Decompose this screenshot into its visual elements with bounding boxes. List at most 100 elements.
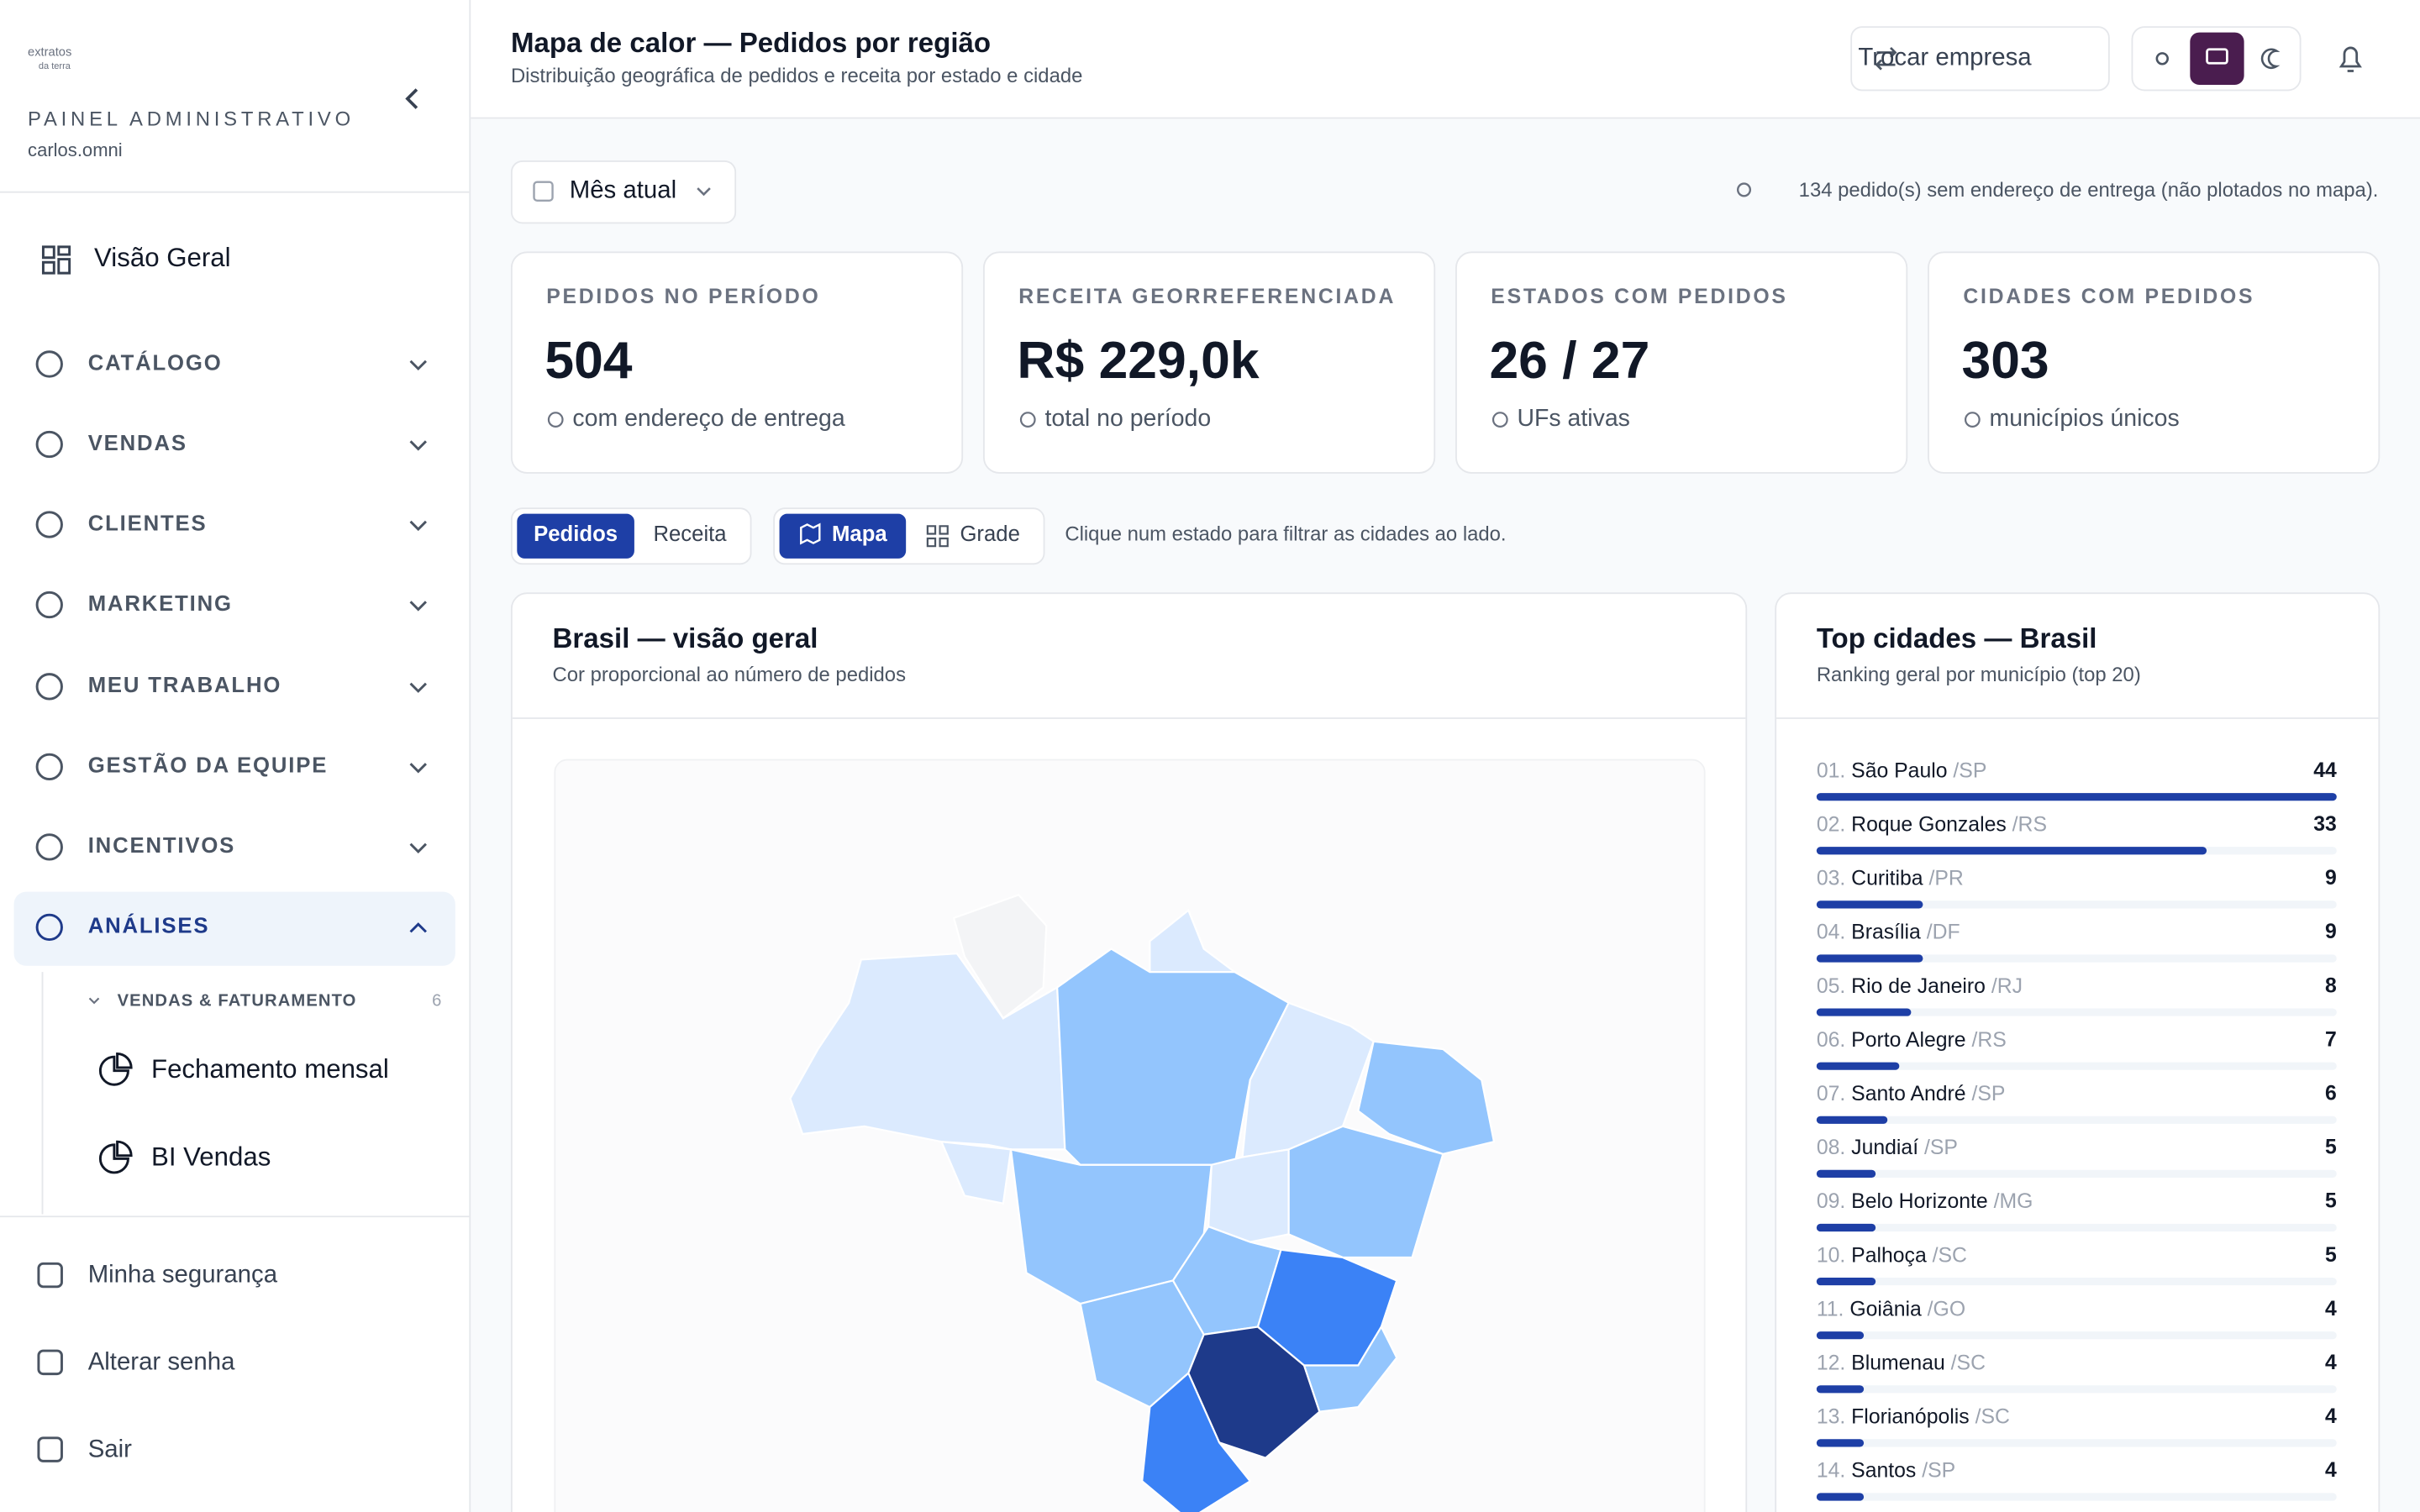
state-ac-ro[interactable] (939, 1140, 1013, 1205)
city-name: Palhoça (1851, 1244, 1927, 1267)
nav-icon (35, 430, 63, 459)
city-bar (1816, 1385, 1865, 1394)
nav-item[interactable]: MEU TRABALHO (88, 674, 282, 697)
switch-company-button[interactable] (1850, 26, 2110, 92)
collapse-button[interactable] (405, 88, 418, 109)
kpi-value: R$ 229,0k (1017, 331, 1259, 390)
footer-nav-item[interactable]: Minha segurança (88, 1261, 278, 1289)
toggle-option[interactable]: Grade (960, 522, 1019, 546)
rank: 01. (1817, 759, 1845, 782)
map-title: Brasil — visão geral (553, 623, 818, 654)
state-ne[interactable] (1357, 1040, 1496, 1156)
missing-address-note: 134 pedido(s) sem endereço de entrega (n… (1799, 179, 2379, 202)
uf: /SC (1975, 1405, 2010, 1428)
city-bar (1816, 1493, 1865, 1501)
nav-item[interactable]: MARKETING (88, 592, 233, 616)
nav-home[interactable]: Visão Geral (94, 243, 231, 272)
uf: /SP (1971, 1083, 2005, 1105)
city-row: 08. Jundiaí /SP (1817, 1137, 1958, 1159)
period-label: Mês atual (570, 176, 676, 204)
icon (533, 181, 554, 202)
toggle-option[interactable]: Receita (653, 522, 727, 546)
bar-track (1816, 1331, 2337, 1340)
city-value: 4 (2325, 1298, 2337, 1320)
rank: 06. (1817, 1028, 1845, 1051)
city-row: 06. Porto Alegre /RS (1817, 1028, 2007, 1051)
chevron (409, 440, 427, 451)
icon (2206, 48, 2228, 65)
icon (41, 245, 71, 275)
city-name: Goiânia (1849, 1298, 1922, 1320)
city-value: 5 (2325, 1137, 2337, 1159)
chevron (409, 601, 427, 612)
nav-item[interactable]: ANÁLISES (88, 914, 210, 938)
bar-track (1816, 1008, 2337, 1016)
footer-nav-item[interactable]: Alterar senha (88, 1348, 235, 1376)
brand: PAINEL ADMINISTRATIVO (28, 108, 355, 131)
cities-subtitle: Ranking geral por município (top 20) (1817, 664, 2141, 686)
city-name: Santos (1851, 1459, 1916, 1482)
city-name: Santo André (1851, 1083, 1965, 1105)
city-row: 09. Belo Horizonte /MG (1817, 1190, 2033, 1213)
light-theme[interactable] (2155, 52, 2169, 66)
metric-active[interactable] (517, 513, 634, 559)
bar-track (1816, 1169, 2337, 1178)
state-pr-sc[interactable] (1141, 1371, 1252, 1512)
nav-item[interactable]: GESTÃO DA EQUIPE (88, 753, 329, 778)
rank: 02. (1817, 813, 1845, 836)
notifications[interactable] (2338, 46, 2362, 72)
rank: 10. (1817, 1244, 1845, 1267)
state-rr[interactable] (952, 894, 1048, 1020)
icon (800, 522, 821, 545)
submenu-item[interactable]: Fechamento mensal (151, 1054, 389, 1084)
city-row: 13. Florianópolis /SC (1817, 1405, 2010, 1428)
city-row: 05. Rio de Janeiro /RJ (1817, 974, 2023, 997)
icon (1875, 46, 1897, 71)
city-value: 44 (2313, 759, 2337, 782)
city-name: Belo Horizonte (1851, 1190, 1988, 1213)
uf: /RS (1971, 1028, 2006, 1051)
kpi-value: 504 (544, 331, 632, 390)
city-bar (1816, 1169, 1876, 1178)
toggle-option[interactable]: Pedidos (534, 522, 618, 546)
kpi-caption: com endereço de entrega (572, 405, 844, 432)
bar-track (1816, 1385, 2337, 1394)
cities-title: Top cidades — Brasil (1817, 623, 2097, 654)
rank: 05. (1817, 974, 1845, 997)
chevron (88, 997, 100, 1005)
period-select[interactable] (510, 160, 737, 224)
uf: /SP (1922, 1459, 1955, 1482)
dark-theme[interactable] (2260, 48, 2281, 70)
nav-item[interactable]: INCENTIVOS (88, 834, 235, 858)
footer-nav-item[interactable]: Sair (88, 1435, 132, 1462)
nav-item[interactable]: VENDAS (88, 432, 187, 455)
toggle-option[interactable]: Mapa (832, 522, 887, 546)
kpi-card (1928, 251, 2381, 474)
switch-company-label: Trocar empresa (1858, 44, 2032, 71)
submenu-item[interactable]: BI Vendas (151, 1142, 271, 1172)
logo: da terra (39, 61, 71, 71)
state-to[interactable] (1207, 1148, 1290, 1243)
nav-item[interactable]: CLIENTES (88, 512, 208, 535)
chevron (409, 763, 427, 774)
nav-icon (35, 673, 63, 701)
state-ba[interactable] (1287, 1125, 1444, 1259)
uf: /GO (1928, 1298, 1965, 1320)
system-theme[interactable] (2190, 32, 2244, 86)
state-es-rj[interactable] (1302, 1325, 1398, 1413)
city-row: 04. Brasília /DF (1817, 921, 1960, 943)
nav-icon (35, 511, 63, 538)
icon (1491, 412, 1508, 428)
kpi-caption: total no período (1044, 405, 1211, 432)
bar-track (1816, 1493, 2337, 1501)
rank: 12. (1817, 1352, 1845, 1374)
city-value: 33 (2313, 813, 2337, 836)
state-am[interactable] (789, 952, 1066, 1151)
nav-item[interactable]: CATÁLOGO (88, 350, 223, 375)
uf: /PR (1928, 867, 1963, 890)
city-bar (1816, 1116, 1888, 1124)
bar-track (1816, 1223, 2337, 1232)
view-active[interactable] (779, 513, 907, 559)
submenu-group: VENDAS & FATURAMENTO (118, 991, 357, 1010)
